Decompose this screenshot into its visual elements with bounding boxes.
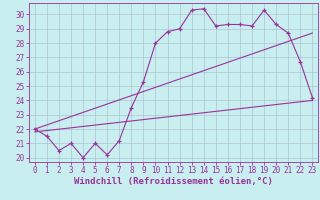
X-axis label: Windchill (Refroidissement éolien,°C): Windchill (Refroidissement éolien,°C) bbox=[74, 177, 273, 186]
